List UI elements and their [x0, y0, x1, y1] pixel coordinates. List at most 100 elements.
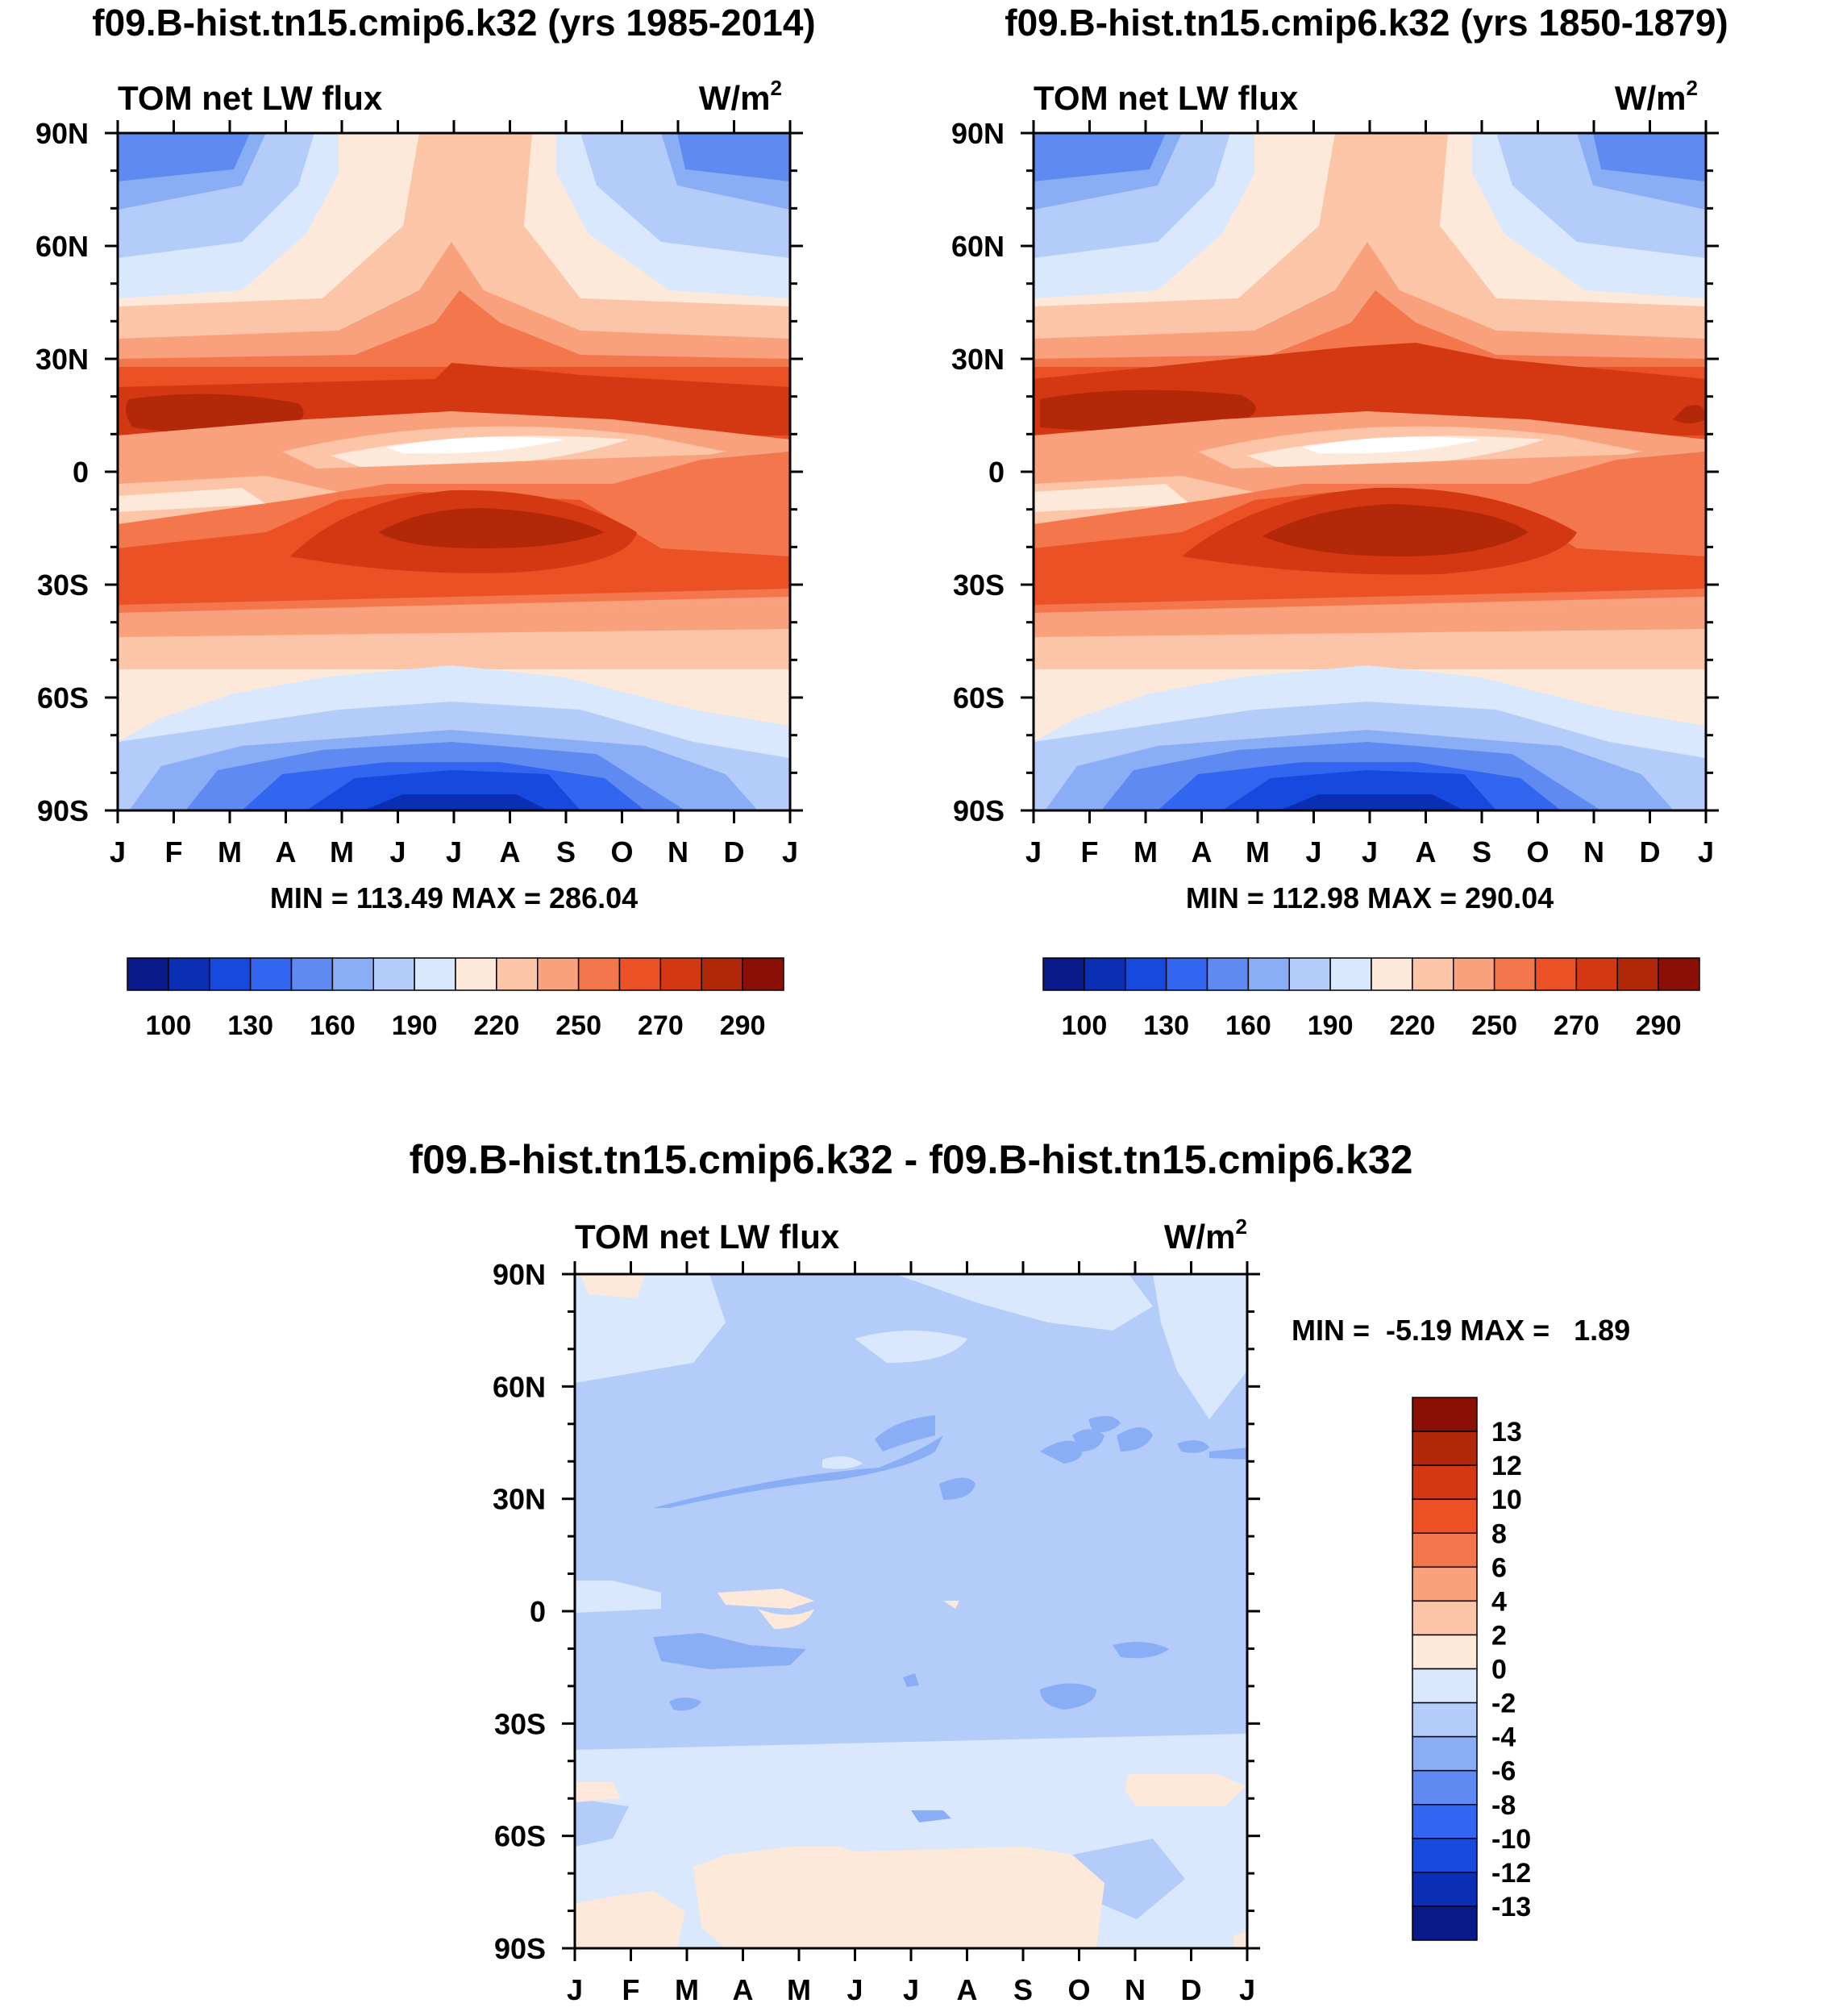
- x-tick-label: A: [1192, 835, 1213, 868]
- x-tick-label: D: [1181, 1973, 1202, 2006]
- units-label: W/m2: [1164, 1214, 1247, 1256]
- panel-climatology-1985-2014: f09.B-hist.tn15.cmip6.k32 (yrs 1985-2014…: [35, 2, 816, 1041]
- colorbar-swatch: [1247, 957, 1290, 991]
- y-tick-label: 60S: [953, 681, 1005, 714]
- x-tick-label: J: [903, 1973, 919, 2006]
- colorbar-swatch: [1412, 1872, 1478, 1907]
- x-tick-label: A: [733, 1973, 754, 2006]
- y-tick-label: 90S: [37, 794, 89, 827]
- x-tick-label: D: [1640, 835, 1661, 868]
- x-tick-label: J: [110, 835, 126, 868]
- colorbar-swatch: [1125, 957, 1167, 991]
- panel-title: f09.B-hist.tn15.cmip6.k32 - f09.B-hist.t…: [410, 1137, 1413, 1182]
- colorbar-label: -2: [1491, 1689, 1516, 1719]
- colorbar-label: 13: [1491, 1417, 1522, 1447]
- y-tick-label: 30N: [35, 343, 89, 376]
- colorbar-swatch: [537, 957, 580, 991]
- y-tick-label: 60S: [494, 1820, 546, 1853]
- x-tick-label: A: [957, 1973, 978, 2006]
- y-tick-label: 0: [530, 1595, 546, 1628]
- x-tick-label: J: [847, 1973, 863, 2006]
- colorbar-swatch: [1412, 1838, 1478, 1873]
- colorbar-swatch: [618, 957, 662, 991]
- colorbar-swatch: [1658, 957, 1700, 991]
- colorbar-label: 290: [720, 1010, 766, 1041]
- y-tick-label: 30S: [953, 569, 1005, 602]
- colorbar-swatch: [1412, 1735, 1478, 1772]
- colorbar-swatch: [742, 957, 784, 991]
- colorbar-label: 270: [1554, 1010, 1599, 1041]
- contour-field: [1034, 133, 1706, 810]
- units-label: W/m2: [1615, 76, 1698, 117]
- panel-climatology-1850-1879: f09.B-hist.tn15.cmip6.k32 (yrs 1850-1879…: [951, 2, 1728, 1041]
- units-base: W/m: [1615, 79, 1687, 117]
- colorbar-swatch: [1412, 1906, 1478, 1941]
- x-tick-label: O: [1067, 1973, 1090, 2006]
- x-tick-label: J: [1025, 835, 1042, 868]
- colorbar-label: 130: [1143, 1010, 1189, 1041]
- colorbar-swatch: [1288, 957, 1331, 991]
- contour-field: [118, 133, 790, 810]
- x-tick-label: N: [668, 835, 688, 868]
- panel-title: f09.B-hist.tn15.cmip6.k32 (yrs 1985-2014…: [92, 2, 815, 44]
- colorbar-swatch: [1412, 1566, 1478, 1602]
- x-tick-label: M: [1246, 835, 1270, 868]
- colorbar-swatch: [1084, 957, 1126, 991]
- colorbar-swatch: [1575, 957, 1618, 991]
- colorbar-swatch: [249, 957, 293, 991]
- colorbar-label: 190: [392, 1010, 438, 1041]
- y-tick-label: 90N: [951, 117, 1005, 150]
- colorbar-swatch: [659, 957, 702, 991]
- y-tick-label: 30S: [37, 569, 89, 602]
- colorbar-label: 6: [1491, 1552, 1507, 1583]
- colorbar-swatch: [1412, 957, 1454, 991]
- colorbar-swatch: [127, 957, 169, 991]
- x-tick-label: N: [1125, 1973, 1146, 2006]
- x-tick-label: M: [675, 1973, 699, 2006]
- x-tick-label: A: [276, 835, 297, 868]
- colorbar-label: 10: [1491, 1485, 1522, 1515]
- colorbar-swatch: [1412, 1634, 1478, 1670]
- min-max-label: MIN = 113.49 MAX = 286.04: [270, 881, 638, 914]
- colorbar-label: 130: [227, 1010, 273, 1041]
- colorbar-label: -4: [1491, 1722, 1516, 1753]
- colorbar-swatch: [1206, 957, 1250, 991]
- x-tick-label: S: [1472, 835, 1491, 868]
- colorbar-label: 0: [1491, 1655, 1507, 1685]
- x-tick-label: M: [1134, 835, 1158, 868]
- colorbar-label: 270: [638, 1010, 684, 1041]
- colorbar-label: -6: [1491, 1756, 1516, 1787]
- y-tick-label: 90S: [494, 1932, 546, 1965]
- colorbar-swatch: [1453, 957, 1495, 991]
- variable-label: TOM net LW flux: [1034, 79, 1299, 117]
- colorbar-swatch: [1616, 957, 1659, 991]
- x-tick-label: J: [1305, 835, 1321, 868]
- y-tick-label: 60N: [35, 230, 89, 263]
- x-tick-label: M: [330, 835, 354, 868]
- colorbar-label: 4: [1491, 1586, 1507, 1617]
- y-tick-label: 30N: [951, 343, 1005, 376]
- x-tick-label: D: [724, 835, 745, 868]
- colorbar-label: 100: [1062, 1010, 1108, 1041]
- y-tick-label: 60N: [951, 230, 1005, 263]
- colorbar-swatch: [577, 957, 621, 991]
- y-tick-label: 90N: [35, 117, 89, 150]
- x-tick-label: O: [610, 835, 633, 868]
- units-exponent: 2: [1236, 1214, 1247, 1239]
- colorbar-swatch: [372, 957, 415, 991]
- y-tick-label: 30S: [494, 1707, 546, 1740]
- colorbar: 100 130 160 190 220 250 270 290: [127, 957, 784, 1041]
- colorbar-swatch: [1412, 1804, 1478, 1839]
- x-tick-label: A: [1416, 835, 1437, 868]
- x-tick-label: A: [500, 835, 521, 868]
- units-base: W/m: [1164, 1218, 1236, 1256]
- colorbar-label: 220: [1390, 1010, 1436, 1041]
- colorbar-swatch: [1412, 1397, 1478, 1432]
- colorbar-swatch: [168, 957, 210, 991]
- min-max-label: MIN = -5.19 MAX = 1.89: [1292, 1314, 1630, 1347]
- x-tick-label: F: [1081, 835, 1099, 868]
